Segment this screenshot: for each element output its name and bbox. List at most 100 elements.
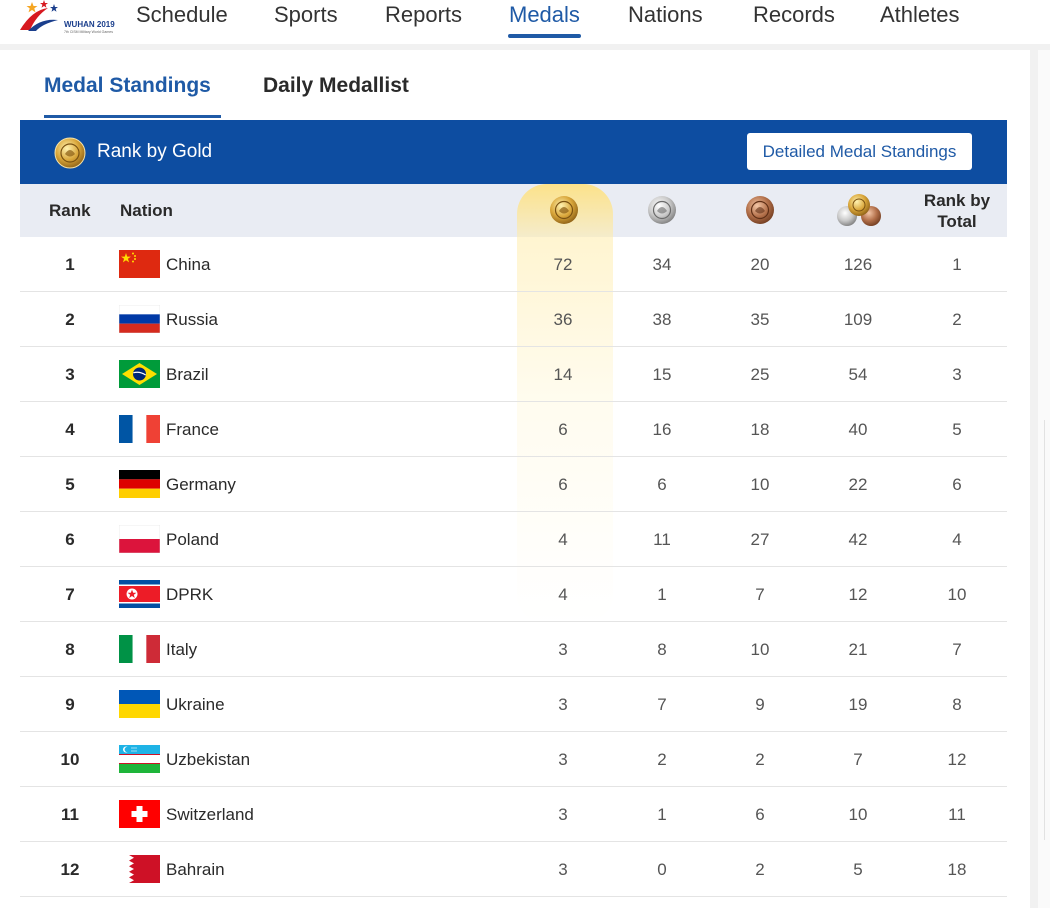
total-medals-icon	[837, 194, 881, 226]
bahrain-flag-icon	[119, 855, 160, 883]
rank-cell: 12	[60, 860, 80, 879]
gold-count: 72	[553, 255, 573, 274]
nation-name[interactable]: Brazil	[166, 365, 209, 384]
table-row[interactable]: 6 Poland 4 11 27 42 4	[20, 512, 1007, 567]
bronze-count: 2	[755, 750, 765, 769]
silver-count: 38	[652, 310, 672, 329]
rank-cell: 3	[65, 365, 75, 384]
table-row[interactable]: 11 Switzerland 3 1 6 10 11	[20, 787, 1007, 842]
rank-by-total-cell: 8	[952, 695, 962, 714]
rank-cell: 5	[65, 475, 75, 494]
wuhan-2019-logo[interactable]: WUHAN 2019 7th CISM Military World Games	[18, 0, 115, 40]
gold-medal-icon	[54, 137, 86, 169]
nav-sports[interactable]: Sports	[274, 2, 338, 27]
total-count: 22	[848, 475, 868, 494]
bronze-count: 25	[750, 365, 770, 384]
silver-count: 11	[653, 530, 671, 549]
table-row[interactable]: 8 Italy 3 8 10 21 7	[20, 622, 1007, 677]
nav-records[interactable]: Records	[753, 2, 835, 27]
table-row[interactable]: 3 Brazil 14 15 25 54 3	[20, 347, 1007, 402]
dprk-flag-icon	[119, 580, 160, 608]
tab-medal-standings[interactable]: Medal Standings	[44, 74, 211, 97]
rank-by-total-cell: 2	[952, 310, 962, 329]
ukraine-flag-icon	[119, 690, 160, 718]
bronze-count: 20	[750, 255, 770, 274]
silver-count: 1	[657, 585, 667, 604]
gold-count: 6	[558, 420, 568, 439]
tab-daily-medallist[interactable]: Daily Medallist	[263, 74, 409, 97]
header-rank: Rank	[49, 201, 91, 220]
nation-name[interactable]: Italy	[166, 640, 198, 659]
table-row[interactable]: 5 Germany 6 6 10 22 6	[20, 457, 1007, 512]
total-count: 126	[843, 255, 873, 274]
brazil-flag-icon	[119, 360, 160, 388]
bronze-count: 6	[755, 805, 765, 824]
nav-active-indicator	[508, 34, 581, 38]
rank-cell: 11	[61, 805, 79, 824]
header-nation: Nation	[120, 201, 173, 220]
nav-nations[interactable]: Nations	[628, 2, 703, 27]
france-flag-icon	[119, 415, 160, 443]
total-count: 40	[848, 420, 868, 439]
nav-athletes[interactable]: Athletes	[880, 2, 960, 27]
rank-by-total-cell: 12	[947, 750, 967, 769]
rank-by-total-cell: 3	[952, 365, 962, 384]
nation-name[interactable]: China	[166, 255, 211, 274]
logo-subtitle: 7th CISM Military World Games	[64, 30, 113, 34]
germany-flag-icon	[119, 470, 160, 498]
right-scroll-track[interactable]	[1044, 420, 1050, 840]
bronze-medal-icon	[746, 196, 774, 224]
nation-name[interactable]: DPRK	[166, 585, 214, 604]
rank-by-total-cell: 5	[952, 420, 962, 439]
table-row[interactable]: 2 Russia 36 38 35 109 2	[20, 292, 1007, 347]
table-row[interactable]: 10 Uzbekistan 3 2 2 7 12	[20, 732, 1007, 787]
total-count: 109	[843, 310, 873, 329]
table-row[interactable]: 7 DPRK 4 1 7 12 10	[20, 567, 1007, 622]
nation-name[interactable]: Bahrain	[166, 860, 225, 879]
table-row[interactable]: 9 Ukraine 3 7 9 19 8	[20, 677, 1007, 732]
nation-name[interactable]: Poland	[166, 530, 219, 549]
rank-cell: 7	[65, 585, 75, 604]
total-count: 10	[848, 805, 868, 824]
silver-count: 1	[657, 805, 667, 824]
detailed-medal-standings-button[interactable]: Detailed Medal Standings	[747, 133, 972, 170]
gold-medal-icon	[550, 196, 578, 224]
bronze-count: 2	[755, 860, 765, 879]
china-flag-icon	[119, 250, 160, 278]
switzerland-flag-icon	[119, 800, 160, 828]
logo-year: WUHAN 2019	[64, 20, 115, 29]
nation-name[interactable]: Switzerland	[166, 805, 254, 824]
rank-cell: 8	[65, 640, 75, 659]
nation-name[interactable]: Germany	[166, 475, 236, 494]
bronze-count: 10	[750, 475, 770, 494]
total-count: 42	[848, 530, 868, 549]
nav-medals[interactable]: Medals	[509, 2, 580, 27]
gold-count: 3	[558, 805, 568, 824]
nav-schedule[interactable]: Schedule	[136, 2, 228, 27]
nation-name[interactable]: Ukraine	[166, 695, 225, 714]
silver-count: 15	[652, 365, 672, 384]
games-emblem-icon	[20, 0, 58, 31]
silver-count: 34	[652, 255, 672, 274]
bronze-count: 9	[755, 695, 765, 714]
italy-flag-icon	[119, 635, 160, 663]
rank-by-total-cell: 6	[952, 475, 962, 494]
tab-active-indicator	[44, 115, 221, 118]
table-row[interactable]: 12 Bahrain 3 0 2 5 18	[20, 842, 1007, 897]
bronze-count: 7	[755, 585, 765, 604]
gold-count: 3	[558, 695, 568, 714]
rank-by-total-cell: 18	[947, 860, 967, 879]
nation-name[interactable]: France	[166, 420, 219, 439]
silver-medal-icon	[648, 196, 676, 224]
silver-count: 16	[652, 420, 672, 439]
silver-count: 8	[657, 640, 667, 659]
bronze-count: 18	[750, 420, 770, 439]
table-row[interactable]: 4 France 6 16 18 40 5	[20, 402, 1007, 457]
bronze-count: 35	[750, 310, 770, 329]
table-row[interactable]: 1 China 72 34 20 126 1	[20, 237, 1007, 292]
silver-count: 2	[657, 750, 667, 769]
nation-name[interactable]: Uzbekistan	[166, 750, 251, 769]
gold-count: 3	[558, 750, 568, 769]
nation-name[interactable]: Russia	[166, 310, 218, 329]
nav-reports[interactable]: Reports	[385, 2, 463, 27]
